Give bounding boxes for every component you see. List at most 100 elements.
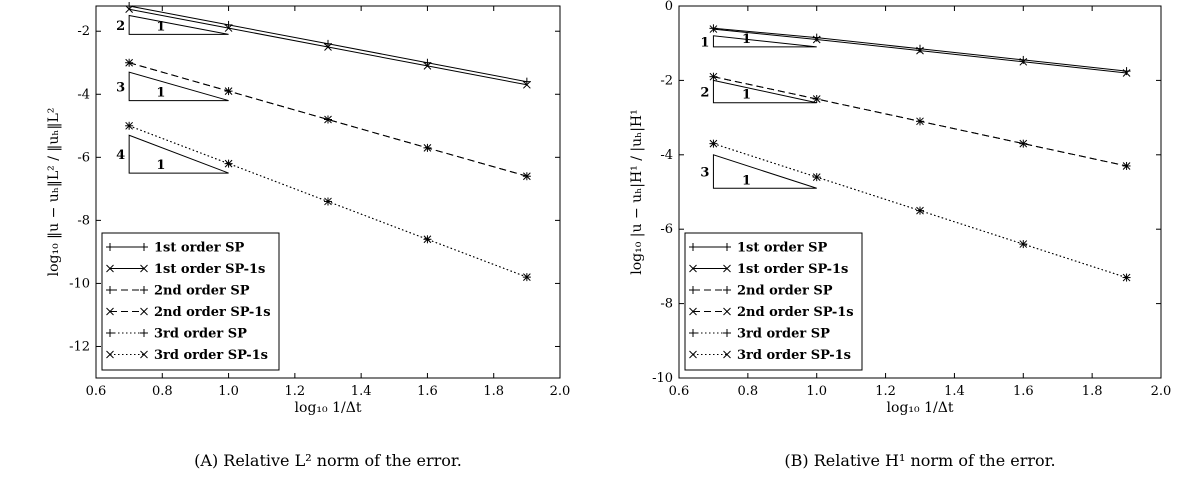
marker-x-b <box>125 5 133 14</box>
x-tick-label: 1.2 <box>875 384 896 399</box>
data-point <box>916 46 924 55</box>
data-point <box>125 121 133 130</box>
data-point <box>523 172 531 181</box>
x-axis-label: log₁₀ 1/Δt <box>295 400 362 416</box>
x-tick-label: 1.8 <box>483 384 504 399</box>
marker-x-b <box>224 159 233 168</box>
data-point <box>1122 273 1131 282</box>
data-point <box>224 159 233 168</box>
legend-marker-x-b <box>689 264 697 273</box>
data-point <box>423 235 432 244</box>
y-tick-label: -8 <box>77 213 90 228</box>
data-point <box>1122 69 1131 77</box>
marker-x-b <box>709 139 718 148</box>
slope-rise-label: 2 <box>116 19 125 34</box>
y-axis-label: log₁₀ ‖u − uₕ‖L² / ‖uₕ‖L² <box>46 108 62 277</box>
marker-x-b <box>916 206 924 215</box>
marker-x-b <box>125 121 133 130</box>
y-tick-label: -10 <box>652 371 673 386</box>
slope-triangle <box>128 14 229 35</box>
data-point <box>709 25 718 33</box>
data-point <box>324 197 332 206</box>
slope-run-label: 1 <box>156 86 165 101</box>
legend: 1st order SP 1st order SP-1s 2nd order SP 2… <box>101 232 280 371</box>
marker-x-b <box>224 24 233 32</box>
marker-x-b <box>324 43 332 51</box>
legend-box <box>684 232 863 371</box>
chart-panel-b: 0.6 0.8 1.0 1.2 1.4 1.6 1.8 2.0 0 -2 -4 -6 -8 -10 log₁… <box>629 0 1171 470</box>
marker-x-b <box>423 235 432 244</box>
plot-frame <box>95 5 561 379</box>
marker-x-b <box>1122 273 1131 282</box>
marker-x-b <box>423 62 432 70</box>
marker-x-b <box>224 87 233 95</box>
data-point <box>709 139 718 148</box>
data-point <box>812 95 821 103</box>
legend-entry-label: 2nd order SP <box>154 284 250 299</box>
marker-x-b <box>1019 240 1028 248</box>
plot-frame <box>678 5 1162 379</box>
y-tick-label: -6 <box>77 150 90 165</box>
x-tick-label: 0.8 <box>738 384 759 399</box>
marker-x-b <box>523 172 531 181</box>
marker-x-b <box>812 95 821 103</box>
legend-entry-label: 3rd order SP <box>737 327 830 342</box>
slope-triangle <box>712 79 817 104</box>
x-tick-label: 1.6 <box>1013 384 1034 399</box>
marker-x-b <box>812 173 821 181</box>
y-tick-label: -10 <box>69 276 90 291</box>
legend-marker-x-b <box>106 307 114 316</box>
series-line <box>128 62 528 177</box>
legend-entry-label: 3rd order SP <box>154 327 247 342</box>
legend-entry-label: 3rd order SP-1s <box>154 348 268 363</box>
marker-x-b <box>1019 57 1028 66</box>
data-point <box>324 115 332 124</box>
data-point <box>812 173 821 181</box>
legend-entry-label: 1st order SP-1s <box>737 262 848 277</box>
slope-triangle <box>712 35 817 48</box>
legend-marker-x-b <box>140 350 148 359</box>
legend-entry-label: 2nd order SP-1s <box>737 305 854 320</box>
slope-run-label: 1 <box>742 173 751 188</box>
slope-run-label: 1 <box>156 19 165 34</box>
legend-marker-x-b <box>689 307 697 316</box>
data-point <box>224 24 233 32</box>
slope-run-label: 1 <box>742 88 751 103</box>
y-tick-label: -8 <box>660 297 673 312</box>
marker-x-b <box>523 80 531 89</box>
marker-x-b <box>916 117 924 126</box>
legend-entry-label: 1st order SP <box>737 241 828 256</box>
slope-rise-label: 3 <box>116 80 125 95</box>
legend-marker-x-b <box>106 264 114 273</box>
x-axis-label: log₁₀ 1/Δt <box>887 400 954 416</box>
x-tick-label: 0.6 <box>669 384 690 399</box>
slope-triangle <box>712 154 817 189</box>
legend-marker-x-b <box>723 307 731 316</box>
marker-x-b <box>1122 162 1131 170</box>
marker-x-b <box>324 115 332 124</box>
data-point <box>324 43 332 51</box>
slope-rise-label: 2 <box>700 86 709 101</box>
data-point <box>709 72 718 81</box>
x-tick-label: 1.2 <box>285 384 306 399</box>
data-point <box>1019 57 1028 66</box>
slope-rise-label: 3 <box>700 166 709 181</box>
data-point <box>709 24 718 33</box>
marker-x-b <box>812 35 821 44</box>
chart-panel-a: 0.6 0.8 1.0 1.2 1.4 1.6 1.8 2.0 -2 -4 -6 -8 -10 -12 lo… <box>46 2 570 470</box>
legend-marker-x-b <box>723 264 731 273</box>
data-point <box>1019 55 1028 64</box>
slope-rise-label: 1 <box>700 35 709 50</box>
data-point <box>423 62 432 70</box>
marker-x-b <box>324 197 332 206</box>
legend-marker-x-b <box>106 350 114 359</box>
y-tick-label: -6 <box>660 222 673 237</box>
y-tick-label: -2 <box>660 73 673 88</box>
marker-x-b <box>1019 139 1028 148</box>
marker-x-b <box>125 58 133 67</box>
data-point <box>523 80 531 89</box>
legend-box <box>101 232 280 371</box>
data-point <box>224 87 233 95</box>
x-tick-label: 0.6 <box>86 384 107 399</box>
